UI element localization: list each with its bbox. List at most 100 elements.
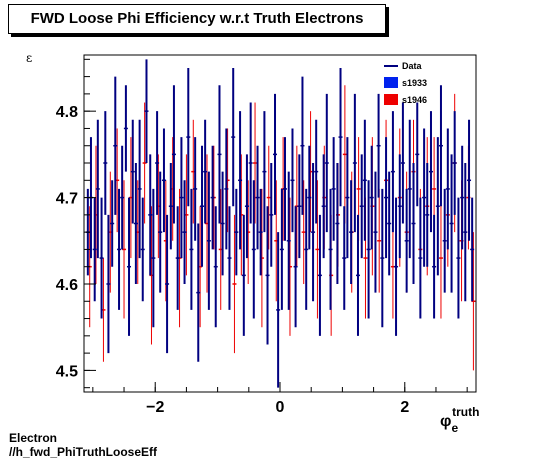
data-point-108: [460, 145, 465, 250]
data-point-85: [380, 188, 385, 328]
y-tick-label: 4.5: [56, 363, 78, 380]
data-point-107: [456, 197, 461, 319]
data-point-54: [273, 93, 278, 215]
data-point-94: [411, 163, 416, 284]
data-point-52: [265, 206, 270, 345]
data-point-55: [276, 232, 281, 388]
data-point-27: [179, 137, 184, 259]
axes: −2 0 2 4.5 4.6 4.7 4.8 ε φetruth: [26, 51, 479, 435]
data-point-71: [331, 137, 336, 241]
data-point-65: [311, 163, 316, 302]
s1946-point-51: [438, 197, 443, 319]
data-point-12: [127, 197, 132, 336]
data-point-22: [161, 128, 166, 233]
x-tick-label: −2: [146, 399, 164, 416]
data-point-13: [130, 119, 135, 224]
data-point-67: [317, 214, 322, 336]
data-point-19: [151, 188, 156, 328]
data-point-95: [415, 102, 420, 207]
data-point-11: [123, 85, 128, 172]
s1946-point-31: [301, 180, 306, 284]
data-point-58: [286, 171, 291, 310]
data-point-34: [203, 119, 208, 224]
legend-s1933-label: s1933: [402, 78, 427, 88]
footer-line2: //h_fwd_PhiTruthLooseEff: [9, 445, 158, 459]
s1946-point-42: [377, 188, 382, 293]
data-point-26: [175, 206, 180, 310]
x-tick-label: 2: [400, 399, 409, 416]
data-point-110: [467, 119, 472, 241]
data-point-31: [193, 137, 198, 241]
data-point-35: [206, 171, 211, 310]
data-point-105: [449, 154, 454, 293]
data-point-38: [217, 85, 222, 224]
data-point-45: [241, 214, 246, 336]
data-point-46: [244, 154, 249, 259]
data-point-86: [384, 137, 389, 259]
data-point-29: [186, 67, 191, 207]
data-point-9: [117, 188, 122, 310]
data-point-39: [220, 171, 225, 276]
data-point-14: [133, 163, 138, 284]
s1946-point-37: [342, 85, 347, 224]
x-tick-label: 0: [276, 399, 285, 416]
data-point-24: [168, 163, 173, 250]
data-point-49: [255, 145, 260, 250]
data-point-16: [140, 197, 145, 302]
data-point-99: [428, 111, 433, 233]
y-tick-label: 4.7: [56, 191, 78, 208]
legend: Data s1933 s1946: [384, 61, 427, 105]
data-point-4: [99, 197, 104, 319]
data-point-77: [352, 93, 357, 233]
data-point-64: [307, 145, 312, 250]
data-point-76: [349, 180, 354, 284]
data-point-36: [210, 145, 215, 250]
data-point-47: [248, 102, 253, 224]
legend-s1946-label: s1946: [402, 95, 427, 105]
data-point-56: [279, 188, 284, 310]
data-point-81: [366, 180, 371, 319]
y-axis-label: ε: [26, 51, 32, 65]
data-point-44: [238, 111, 243, 250]
data-point-42: [231, 67, 236, 207]
y-tick-label: 4.6: [56, 277, 78, 294]
data-point-53: [269, 163, 274, 267]
data-point-21: [158, 171, 163, 293]
data-point-28: [182, 180, 187, 284]
legend-s1946-swatch: [384, 94, 398, 105]
data-point-104: [445, 128, 450, 250]
s1946-point-33: [315, 180, 320, 319]
data-point-98: [425, 163, 430, 267]
data-point-50: [258, 188, 263, 276]
x-axis-label: φetruth: [440, 405, 479, 435]
data-point-80: [362, 119, 367, 241]
data-point-103: [442, 188, 447, 293]
data-point-72: [335, 163, 340, 284]
data-point-6: [106, 214, 111, 354]
data-marks: [85, 59, 476, 388]
footer-line1: Electron: [9, 431, 58, 445]
data-point-7: [110, 180, 115, 267]
data-point-41: [227, 206, 232, 310]
legend-data-label: Data: [402, 61, 423, 71]
data-point-40: [224, 128, 229, 250]
data-point-33: [200, 145, 205, 267]
legend-s1933-swatch: [384, 77, 398, 88]
data-point-88: [390, 111, 395, 233]
s1946-point-26: [266, 145, 271, 250]
data-point-25: [171, 85, 176, 224]
data-point-23: [165, 214, 170, 354]
data-point-48: [251, 180, 256, 319]
data-point-8: [113, 76, 118, 215]
data-point-106: [452, 111, 457, 215]
data-point-68: [321, 154, 326, 259]
data-point-102: [438, 85, 443, 207]
data-point-89: [394, 197, 399, 336]
data-point-43: [234, 188, 239, 276]
data-point-30: [189, 188, 194, 310]
data-point-96: [418, 197, 423, 319]
data-point-32: [196, 223, 201, 362]
data-point-101: [435, 137, 440, 276]
data-point-61: [297, 154, 302, 259]
